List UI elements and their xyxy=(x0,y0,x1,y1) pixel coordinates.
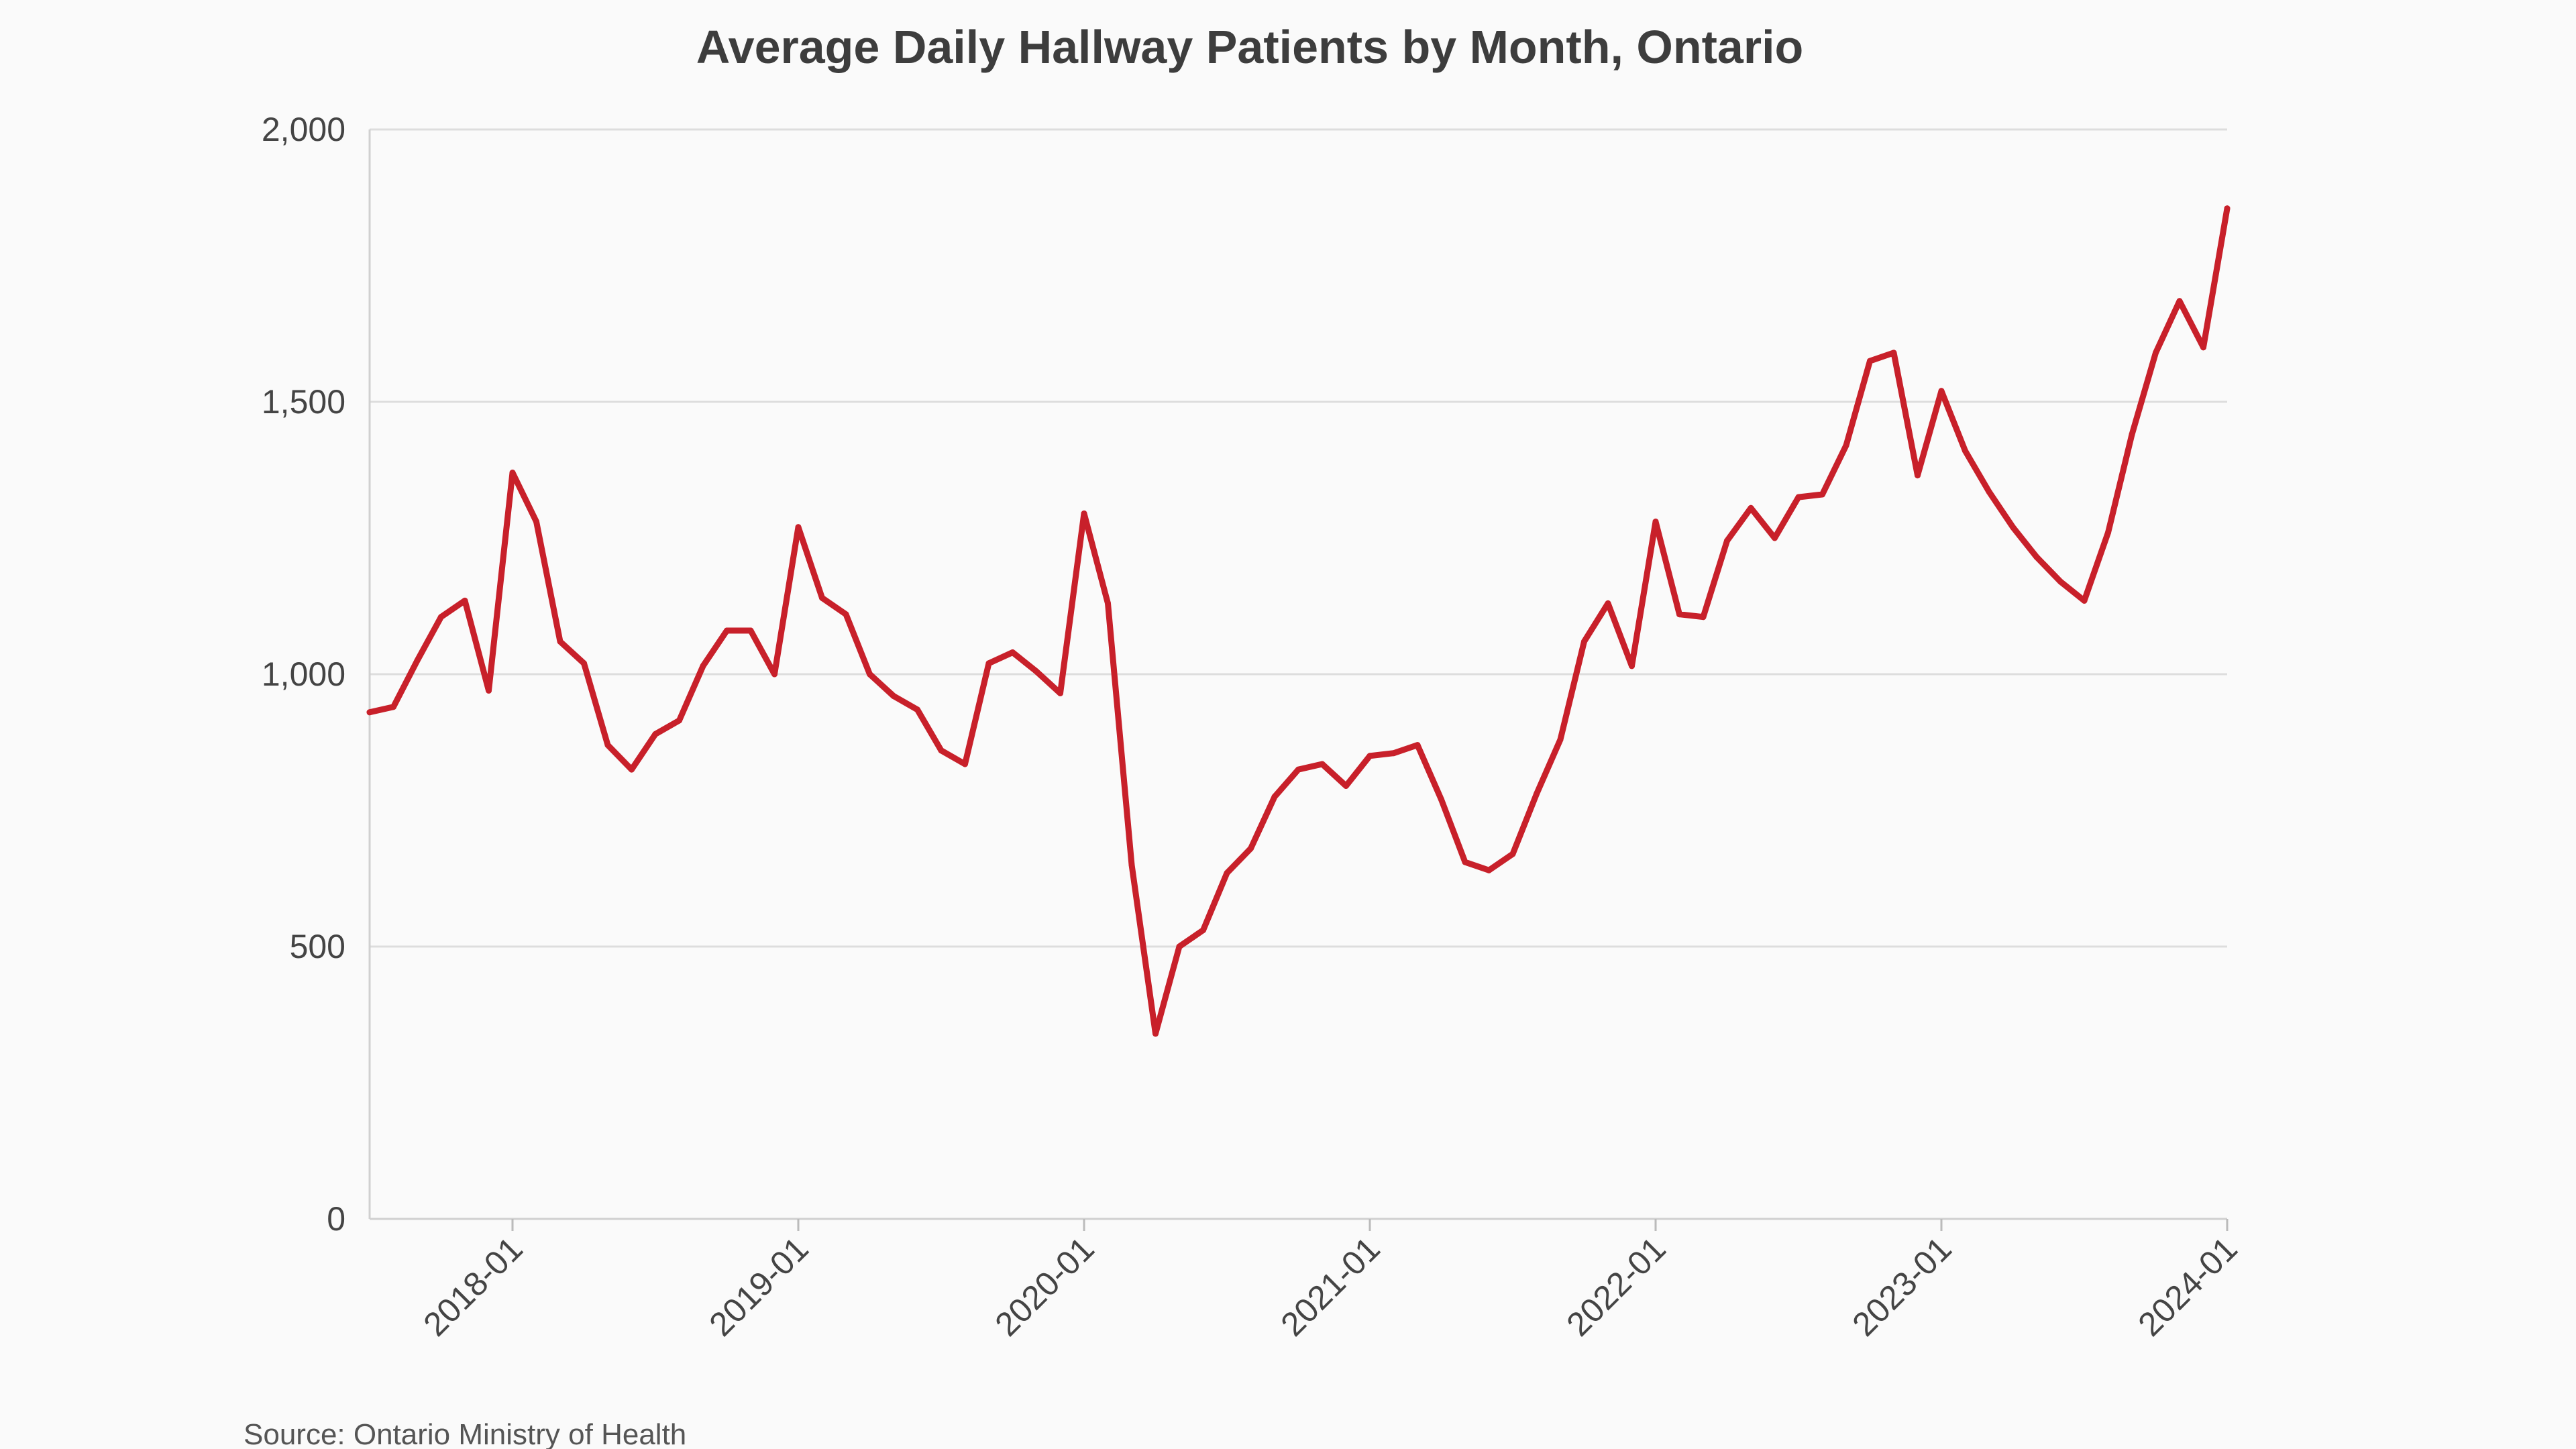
data-point xyxy=(1319,761,1326,767)
x-tick-label: 2019-01 xyxy=(702,1230,815,1343)
data-point xyxy=(1700,614,1707,621)
data-point xyxy=(1295,766,1301,773)
data-point xyxy=(1509,851,1516,857)
data-point xyxy=(1176,943,1183,950)
x-tick-label: 2022-01 xyxy=(1559,1230,1672,1343)
data-point xyxy=(1819,491,1825,498)
data-point xyxy=(1795,494,1802,500)
data-point xyxy=(438,614,444,621)
data-point xyxy=(2224,205,2231,212)
data-point xyxy=(2033,553,2040,560)
data-point xyxy=(2057,578,2063,585)
chart-title: Average Daily Hallway Patients by Month,… xyxy=(696,21,1804,73)
data-point xyxy=(2081,597,2088,604)
y-tick-label: 0 xyxy=(327,1200,345,1238)
data-point xyxy=(1534,791,1540,798)
y-tick-label: 2,000 xyxy=(262,111,345,148)
series-line xyxy=(366,205,2231,1037)
data-point xyxy=(724,627,730,634)
data-point xyxy=(390,704,396,710)
x-tick-label: 2024-01 xyxy=(2131,1230,2244,1343)
data-point xyxy=(1629,663,1635,669)
data-point xyxy=(414,657,421,664)
data-point xyxy=(1605,600,1611,606)
data-point xyxy=(486,687,492,694)
data-point xyxy=(1748,504,1754,511)
y-tick-label: 1,000 xyxy=(262,655,345,693)
data-point xyxy=(2153,350,2159,356)
data-point xyxy=(1772,535,1778,541)
data-point xyxy=(1938,388,1945,394)
data-point xyxy=(1414,742,1421,749)
y-tick-label: 1,500 xyxy=(262,383,345,421)
data-point xyxy=(652,731,659,737)
data-point xyxy=(1915,472,1921,479)
data-point xyxy=(1962,447,1968,454)
data-point xyxy=(867,671,873,678)
x-tick-label: 2018-01 xyxy=(416,1230,529,1343)
data-point xyxy=(1271,794,1278,800)
x-tick-label: 2021-01 xyxy=(1273,1230,1387,1343)
data-point xyxy=(2129,431,2135,438)
data-point xyxy=(1652,519,1659,525)
data-point xyxy=(1152,1030,1159,1037)
y-axis-ticks: 0 500 1,000 1,500 2,000 xyxy=(262,111,345,1238)
data-point xyxy=(1867,358,1873,364)
data-point xyxy=(1248,845,1254,852)
series-layer xyxy=(366,205,2231,1037)
data-point xyxy=(2010,524,2016,531)
data-point xyxy=(366,709,373,716)
data-point xyxy=(533,519,539,525)
data-point xyxy=(1200,927,1206,934)
data-point xyxy=(581,660,587,667)
data-point xyxy=(1366,753,1373,759)
data-point xyxy=(557,638,564,645)
data-point xyxy=(2200,344,2206,351)
data-point xyxy=(1128,861,1135,868)
x-tick-label: 2020-01 xyxy=(987,1230,1101,1343)
data-point xyxy=(1890,350,1897,356)
x-axis-ticks: 2018-01 2019-01 2020-01 2021-01 2022-01 2023-… xyxy=(416,1219,2245,1344)
data-point xyxy=(795,524,802,531)
data-point xyxy=(1462,859,1468,865)
data-point xyxy=(1581,638,1587,645)
data-point xyxy=(604,742,611,749)
data-point xyxy=(1224,869,1230,876)
data-point xyxy=(1438,796,1444,803)
data-point xyxy=(2176,298,2183,305)
data-point xyxy=(1486,867,1492,873)
data-point xyxy=(676,717,682,724)
data-point xyxy=(962,761,968,767)
data-point xyxy=(1010,649,1016,655)
y-tick-label: 500 xyxy=(290,928,345,965)
data-point xyxy=(890,693,897,699)
data-point xyxy=(1081,511,1087,517)
data-point xyxy=(1724,537,1730,544)
data-point xyxy=(771,671,777,678)
data-point xyxy=(938,747,945,754)
data-point xyxy=(1843,442,1849,449)
data-point xyxy=(1557,736,1564,743)
data-point xyxy=(1057,690,1063,696)
data-point xyxy=(747,627,754,634)
x-tick-label: 2023-01 xyxy=(1845,1230,1958,1343)
data-point xyxy=(1676,611,1682,618)
data-point xyxy=(1033,668,1040,675)
source-note: Source: Ontario Ministry of Health xyxy=(244,1418,686,1449)
data-point xyxy=(462,597,468,604)
data-point xyxy=(1105,600,1111,606)
data-point xyxy=(1391,750,1397,757)
data-point xyxy=(914,706,920,713)
gridlines xyxy=(370,128,2227,948)
data-point xyxy=(700,663,706,669)
data-point xyxy=(843,611,849,618)
data-point xyxy=(819,594,825,601)
data-point xyxy=(629,766,635,773)
data-point xyxy=(509,470,516,476)
data-point xyxy=(985,660,992,667)
data-point xyxy=(2105,529,2111,536)
data-point xyxy=(1343,783,1349,789)
data-point xyxy=(1986,488,1992,495)
